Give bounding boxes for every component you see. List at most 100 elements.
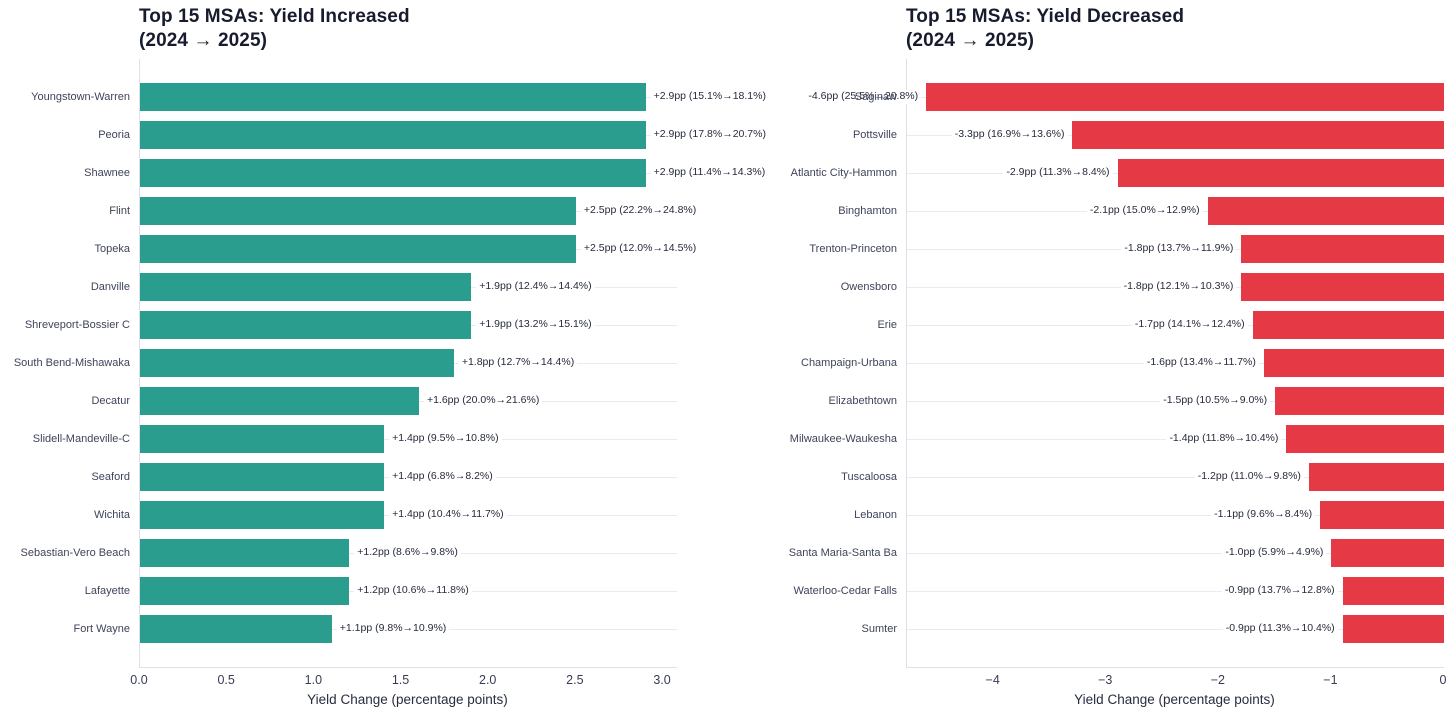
- row-gridline: [907, 591, 1444, 592]
- plot-wrap: Saginaw Pottsville Atlantic City-Hammon Bin…: [728, 59, 1444, 668]
- x-tick-label: −1: [1323, 673, 1338, 687]
- plot-area: -4.6pp (25.5%→20.8%) -3.3pp (16.9%→13.6%)…: [805, 59, 1444, 668]
- bar-value-label: +1.1pp (9.8%→10.9%): [336, 622, 450, 636]
- x-tick-label: −4: [985, 673, 1000, 687]
- bar: [140, 159, 646, 187]
- bar-value-label: +2.5pp (22.2%→24.8%): [580, 204, 700, 218]
- category-label: Pottsville: [852, 129, 897, 141]
- x-tick-label: 0: [1439, 673, 1447, 687]
- category-label: Shreveport-Bossier C: [24, 319, 130, 331]
- bar-value-label: -4.6pp (25.5%→20.8%): [805, 90, 922, 104]
- bar: [140, 577, 350, 605]
- bar-value-label: -1.4pp (11.8%→10.4%): [1166, 432, 1282, 446]
- bar: [1308, 463, 1444, 491]
- x-axis: −4 −3 −2 −1 0: [906, 667, 1447, 689]
- bar-value-label: +1.6pp (20.0%→21.6%): [423, 394, 543, 408]
- row-gridline: [907, 477, 1444, 478]
- bar: [926, 83, 1444, 111]
- category-label: Erie: [877, 319, 897, 331]
- category-label: Waterloo-Cedar Falls: [793, 585, 897, 597]
- category-label: Flint: [109, 205, 130, 217]
- bar: [140, 501, 385, 529]
- bar-value-label: +1.2pp (10.6%→11.8%): [354, 584, 472, 598]
- category-label: Danville: [90, 281, 130, 293]
- row-gridline: [907, 553, 1444, 554]
- category-label: Wichita: [93, 509, 130, 521]
- bar: [1320, 501, 1444, 529]
- category-label: Seaford: [91, 471, 130, 483]
- bar: [1275, 387, 1444, 415]
- bar-value-label: -0.9pp (13.7%→12.8%): [1221, 584, 1338, 598]
- bar: [140, 463, 385, 491]
- bar-value-label: +1.2pp (8.6%→9.8%): [354, 546, 461, 560]
- bar: [1331, 539, 1444, 567]
- chart-yield-decreased: Top 15 MSAs: Yield Decreased (2024 → 202…: [728, 0, 1456, 721]
- category-label: Owensboro: [840, 281, 897, 293]
- bar: [140, 349, 454, 377]
- bar: [1342, 577, 1444, 605]
- bar: [140, 121, 646, 149]
- bar: [140, 615, 332, 643]
- bar-value-label: -3.3pp (16.9%→13.6%): [951, 128, 1068, 142]
- x-axis-title: Yield Change (percentage points): [1074, 692, 1275, 707]
- category-label: Youngstown-Warren: [31, 91, 130, 103]
- bar: [1342, 615, 1444, 643]
- bar-value-label: -1.1pp (9.6%→8.4%): [1211, 508, 1316, 522]
- bar: [1207, 197, 1444, 225]
- bar-value-label: -1.2pp (11.0%→9.8%): [1194, 470, 1304, 484]
- bar-value-label: -2.1pp (15.0%→12.9%): [1086, 204, 1203, 218]
- bar-value-label: -1.0pp (5.9%→4.9%): [1222, 546, 1327, 560]
- bar-value-label: -1.6pp (13.4%→11.7%): [1143, 356, 1259, 370]
- bar-value-label: -1.8pp (13.7%→11.9%): [1121, 242, 1237, 256]
- x-tick-label: 1.5: [391, 673, 410, 687]
- bar: [1252, 311, 1444, 339]
- bar: [140, 273, 472, 301]
- bar: [1241, 235, 1444, 263]
- bar: [140, 311, 472, 339]
- bar: [1117, 159, 1444, 187]
- bar-value-label: +2.9pp (15.1%→18.1%): [650, 90, 769, 104]
- category-label: Peoria: [98, 129, 130, 141]
- category-label: Fort Wayne: [73, 623, 130, 635]
- bar-value-label: -0.9pp (11.3%→10.4%): [1222, 622, 1338, 636]
- category-label: Trenton-Princeton: [809, 243, 897, 255]
- category-label: Champaign-Urbana: [801, 357, 897, 369]
- category-label: Elizabethtown: [828, 395, 898, 407]
- bar-value-label: +1.4pp (10.4%→11.7%): [389, 508, 507, 522]
- bar: [140, 425, 385, 453]
- bar: [1241, 273, 1444, 301]
- plot-area: +2.9pp (15.1%→18.1%) +2.9pp (17.8%→20.7%)…: [139, 59, 769, 668]
- category-label: Atlantic City-Hammon: [790, 167, 897, 179]
- category-label: Lebanon: [854, 509, 897, 521]
- bar: [140, 83, 646, 111]
- bar: [140, 197, 576, 225]
- bar: [1286, 425, 1444, 453]
- x-tick-label: 2.5: [566, 673, 584, 687]
- category-label: Sumter: [861, 623, 897, 635]
- x-tick-label: 3.0: [653, 673, 671, 687]
- category-label: Shawnee: [84, 167, 130, 179]
- bar: [140, 235, 576, 263]
- x-tick-label: −3: [1098, 673, 1113, 687]
- bar-value-label: +2.9pp (11.4%→14.3%): [650, 166, 769, 180]
- bar-value-label: +1.8pp (12.7%→14.4%): [458, 356, 578, 370]
- category-label: Tuscaloosa: [841, 471, 897, 483]
- bar-value-label: -1.8pp (12.1%→10.3%): [1120, 280, 1237, 294]
- category-label: Lafayette: [84, 585, 130, 597]
- category-label: Topeka: [94, 243, 130, 255]
- bar-value-label: -2.9pp (11.3%→8.4%): [1003, 166, 1113, 180]
- category-label: Sebastian-Vero Beach: [20, 547, 130, 559]
- category-label: Santa Maria-Santa Ba: [788, 547, 897, 559]
- bar: [140, 387, 419, 415]
- bar-value-label: +1.9pp (13.2%→15.1%): [476, 318, 595, 332]
- x-tick-label: 0.5: [217, 673, 235, 687]
- bar-value-label: -1.5pp (10.5%→9.0%): [1160, 394, 1271, 408]
- category-label: Decatur: [91, 395, 130, 407]
- x-axis: 0.0 0.5 1.0 1.5 2.0 2.5 3.0: [130, 667, 676, 689]
- row-gridline: [907, 629, 1444, 630]
- chart-title: Top 15 MSAs: Yield Decreased (2024 → 202…: [906, 6, 1185, 51]
- category-label: Saginaw: [854, 91, 897, 103]
- bar-value-label: +1.4pp (9.5%→10.8%): [389, 432, 502, 446]
- row-gridline: [907, 515, 1444, 516]
